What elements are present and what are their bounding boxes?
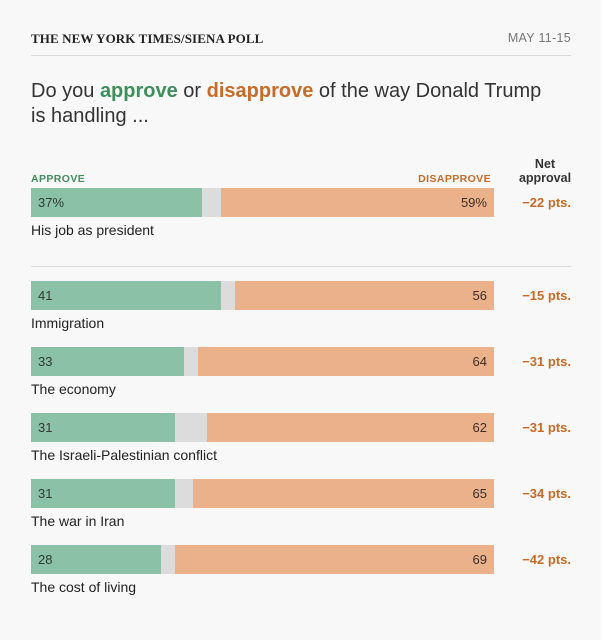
section-divider <box>31 266 571 267</box>
disapprove-bar: 69 <box>174 545 494 574</box>
net-approval-value: −22 pts. <box>522 195 571 210</box>
disapprove-legend-label: DISAPPROVE <box>418 173 491 185</box>
approve-bar: 33 <box>31 347 184 376</box>
net-approval-header: Net approval <box>508 157 582 185</box>
poll-source: THE NEW YORK TIMES/SIENA POLL <box>31 31 264 46</box>
approve-value-label: 28 <box>38 552 53 567</box>
disapprove-value-label: 62 <box>472 420 487 435</box>
approve-value-label: 31 <box>38 420 53 435</box>
net-approval-value: −34 pts. <box>522 486 571 501</box>
disapprove-value-label: 65 <box>472 486 487 501</box>
question-disapprove: disapprove <box>206 80 314 102</box>
issue-label: The Israeli-Palestinian conflict <box>31 447 217 463</box>
stacked-bar: 41 56 <box>31 281 494 310</box>
disapprove-bar: 65 <box>193 479 494 508</box>
no-opinion-bar <box>202 188 221 217</box>
stacked-bar: 31 65 <box>31 479 494 508</box>
approve-bar: 31 <box>31 479 175 508</box>
stacked-bar: 28 69 <box>31 545 494 574</box>
disapprove-value-label: 64 <box>472 354 487 369</box>
disapprove-bar: 56 <box>234 281 494 310</box>
chart-row: 31 65 −34 pts. The war in Iran <box>31 479 576 531</box>
chart-row: 31 62 −31 pts. The Israeli-Palestinian conf… <box>31 413 576 465</box>
net-header-line2: approval <box>518 171 572 185</box>
disapprove-value-label: 56 <box>472 288 487 303</box>
question-prefix: Do you <box>31 80 100 102</box>
chart-row: 33 64 −31 pts. The economy <box>31 347 576 399</box>
net-approval-value: −42 pts. <box>522 552 571 567</box>
approve-bar: 37% <box>31 188 203 217</box>
no-opinion-bar <box>174 479 194 508</box>
net-header-line1: Net <box>534 157 556 171</box>
issue-label: Immigration <box>31 315 105 331</box>
net-approval-value: −15 pts. <box>522 288 571 303</box>
issue-label: The economy <box>31 381 116 397</box>
disapprove-value-label: 59% <box>460 195 487 210</box>
issue-label: The cost of living <box>31 579 137 595</box>
question-approve: approve <box>99 80 178 102</box>
stacked-bar: 37% 59% <box>31 188 494 217</box>
stacked-bar: 31 62 <box>31 413 494 442</box>
top-divider <box>31 55 571 56</box>
chart-row: 41 56 −15 pts. Immigration <box>31 281 576 333</box>
no-opinion-bar <box>160 545 175 574</box>
question-or: or <box>177 80 207 102</box>
approve-value-label: 31 <box>38 486 53 501</box>
approve-value-label: 33 <box>38 354 53 369</box>
no-opinion-bar <box>220 281 235 310</box>
approve-value-label: 37% <box>38 195 65 210</box>
poll-date: MAY 11-15 <box>507 31 571 45</box>
disapprove-value-label: 69 <box>472 552 487 567</box>
no-opinion-bar <box>183 347 198 376</box>
issue-label: His job as president <box>31 222 154 238</box>
chart-row: 37% 59% −22 pts. His job as president <box>31 188 576 240</box>
approve-legend-label: APPROVE <box>31 173 86 185</box>
disapprove-bar: 62 <box>206 413 494 442</box>
net-approval-value: −31 pts. <box>522 354 571 369</box>
net-approval-value: −31 pts. <box>522 420 571 435</box>
question-suffix: of the way Donald Trump is handling ... <box>31 80 542 127</box>
disapprove-bar: 59% <box>220 188 494 217</box>
approve-bar: 41 <box>31 281 221 310</box>
disapprove-bar: 64 <box>197 347 494 376</box>
approve-bar: 31 <box>31 413 175 442</box>
no-opinion-bar <box>174 413 207 442</box>
approve-value-label: 41 <box>38 288 53 303</box>
chart-row: 28 69 −42 pts. The cost of living <box>31 545 576 597</box>
approve-bar: 28 <box>31 545 161 574</box>
question-title: Do you approve or disapprove of the way … <box>31 79 551 129</box>
stacked-bar: 33 64 <box>31 347 494 376</box>
issue-label: The war in Iran <box>31 513 125 529</box>
